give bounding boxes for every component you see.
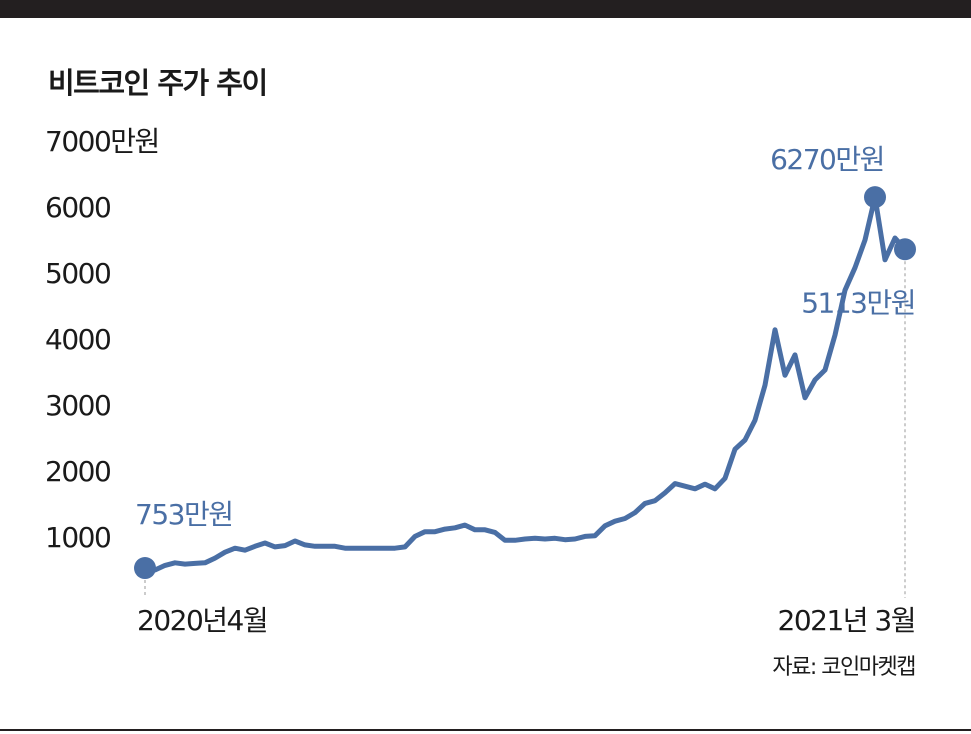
chart-title: 비트코인 주가 추이 [48, 66, 267, 100]
source: 자료: 코인마켓캡 [772, 655, 915, 680]
point-marker [864, 186, 886, 209]
y-tick-label: 4000 [45, 323, 110, 356]
top-bar [0, 0, 971, 18]
y-tick-label: 3000 [45, 389, 110, 422]
x-tick-label: 2021년 3월 [778, 604, 916, 637]
y-tick-label: 7000만원 [45, 125, 159, 158]
point-marker [894, 238, 916, 261]
y-tick-label: 1000 [45, 521, 110, 554]
annotation: 5113만원 [801, 286, 915, 319]
annotation: 6270만원 [770, 143, 884, 176]
y-tick-label: 6000 [45, 191, 110, 224]
line [144, 194, 907, 573]
annotation: 753만원 [135, 498, 232, 531]
y-tick-label: 5000 [45, 257, 110, 290]
y-tick-label: 2000 [45, 455, 110, 488]
x-tick-label: 2020년4월 [137, 604, 267, 637]
point-marker [134, 557, 156, 580]
